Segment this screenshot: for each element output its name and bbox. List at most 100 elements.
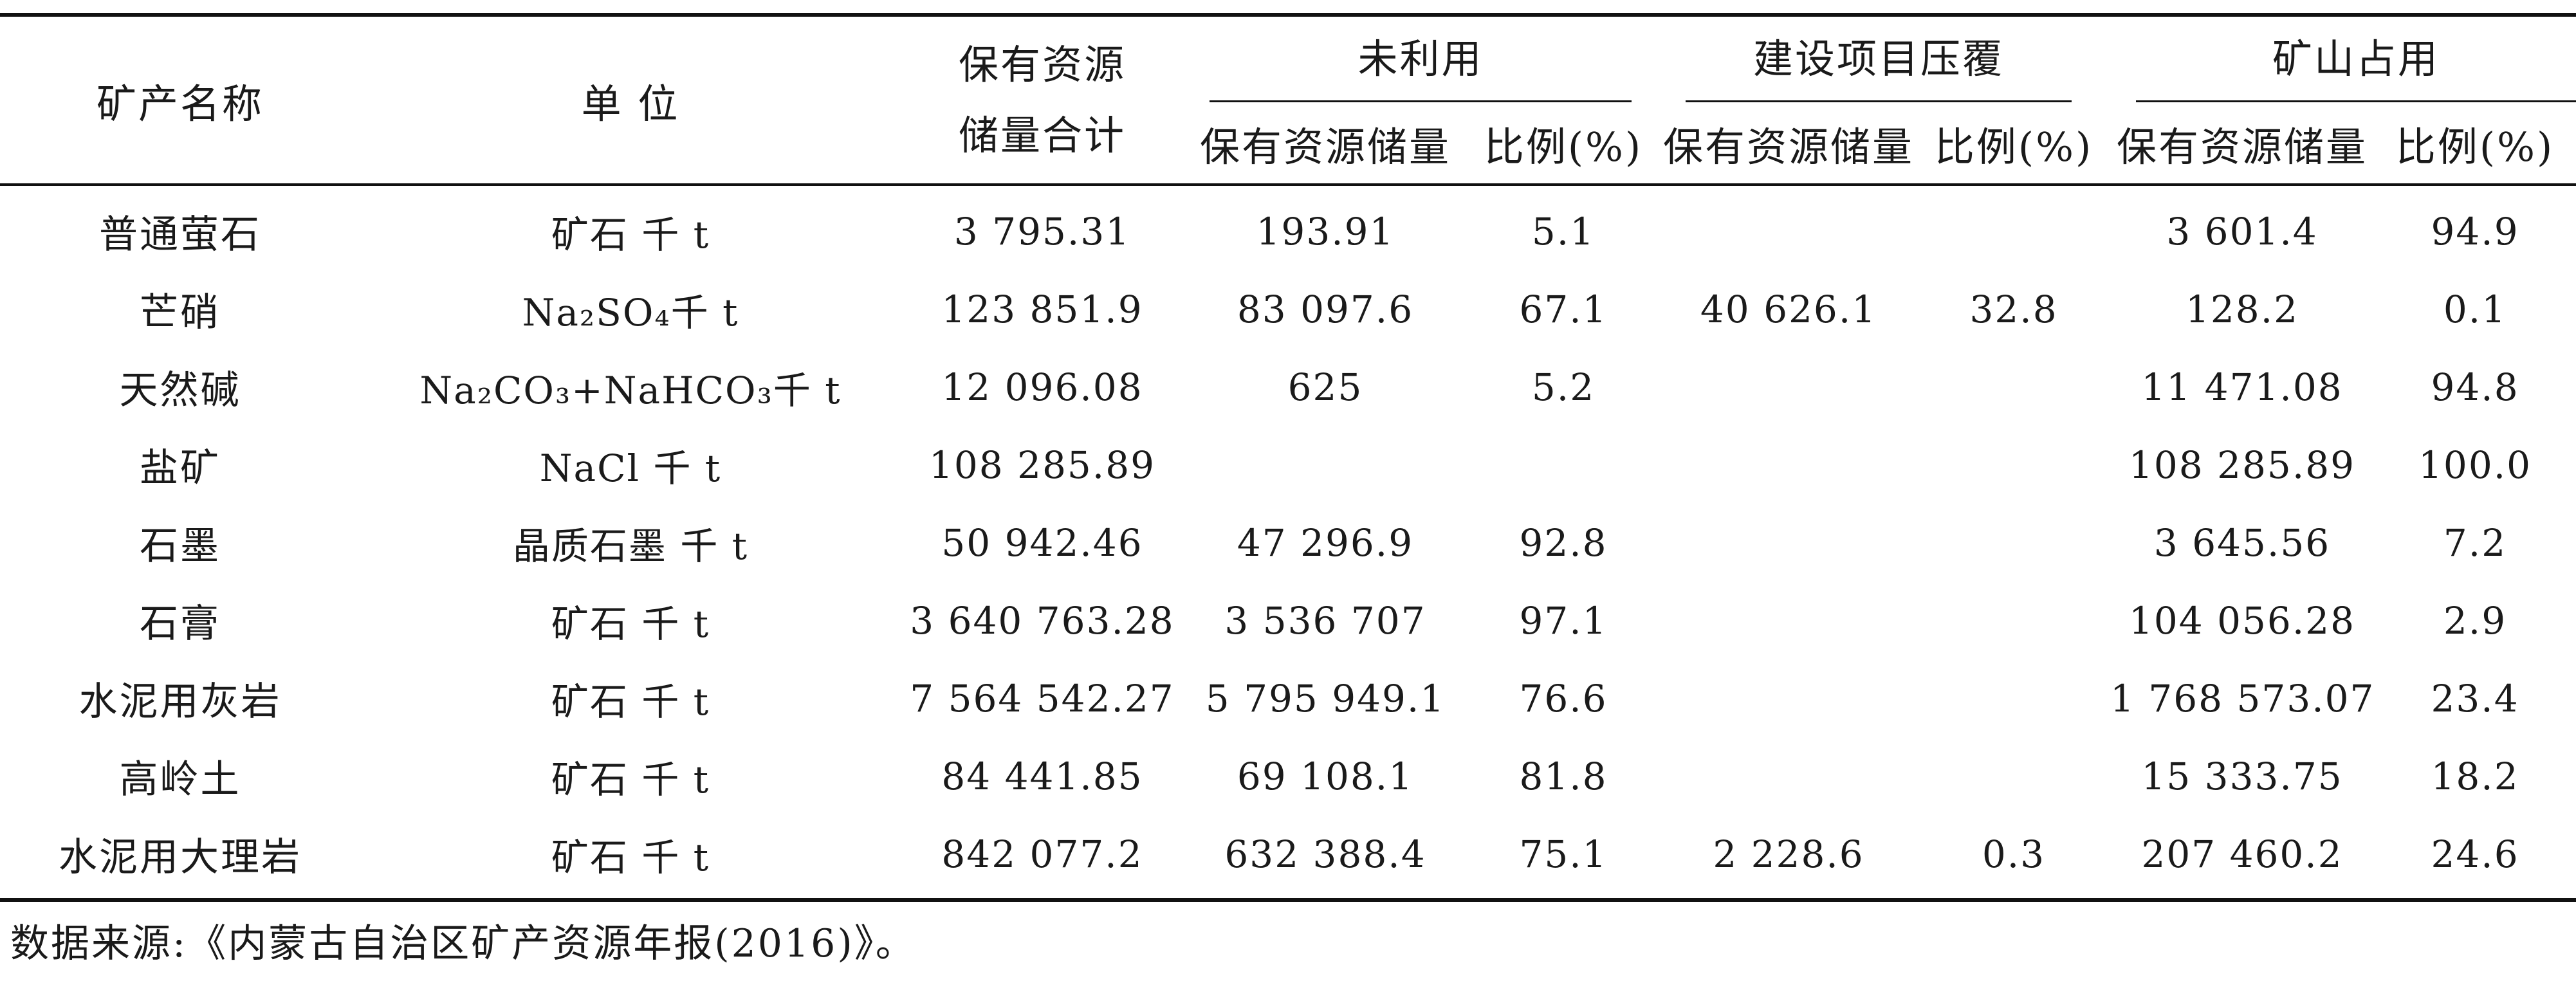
construction-reserve bbox=[1660, 348, 1917, 426]
construction-ratio: 0.3 bbox=[1917, 815, 2111, 902]
header-total-line2: 储量合计 bbox=[958, 111, 1126, 159]
total-reserve: 842 077.2 bbox=[901, 815, 1184, 902]
total-reserve: 3 795.31 bbox=[953, 209, 1131, 253]
table-row: 盐矿 NaCl 千 t 108 285.89 108 285.89 100.0 bbox=[0, 426, 2576, 504]
unused-ratio: 5.1 bbox=[1531, 209, 1596, 253]
mine-reserve: 11 471.08 bbox=[2141, 365, 2343, 409]
table-row: 石膏 矿石 千 t 3 640 763.28 3 536 707 97.1 10… bbox=[0, 582, 2576, 659]
unused-reserve: 83 097.6 bbox=[1237, 287, 1414, 331]
mine-reserve: 108 285.89 bbox=[2128, 443, 2356, 487]
unused-reserve: 193.91 bbox=[1256, 209, 1395, 253]
unit: NaCl 千 t bbox=[360, 426, 901, 504]
unused-reserve: 625 bbox=[1287, 365, 1363, 409]
construction-reserve bbox=[1660, 737, 1917, 815]
total-reserve: 12 096.08 bbox=[941, 365, 1143, 409]
unused-reserve: 47 296.9 bbox=[1237, 520, 1414, 565]
header-construction-reserve: 保有资源储量 bbox=[1660, 104, 1918, 186]
mineral-name: 天然碱 bbox=[119, 368, 241, 413]
header-group-construction-label: 建设项目压覆 bbox=[1686, 18, 2072, 102]
header-group-unused: 未利用 bbox=[1184, 13, 1661, 104]
header-unused-ratio: 比例(%) bbox=[1467, 104, 1661, 186]
mine-ratio: 23.4 bbox=[2431, 676, 2519, 720]
header-mineral-name: 矿产名称 bbox=[0, 13, 360, 186]
mine-ratio: 94.9 bbox=[2431, 209, 2519, 253]
total-reserve: 7 564 542.27 bbox=[910, 676, 1175, 720]
mineral-name: 石膏 bbox=[140, 601, 221, 646]
mine-ratio: 24.6 bbox=[2374, 815, 2576, 902]
table-row: 芒硝 Na₂SO₄千 t 123 851.9 83 097.6 67.1 40 … bbox=[0, 270, 2576, 348]
construction-reserve bbox=[1660, 185, 1917, 270]
unit-formula: Na₂SO₄ bbox=[522, 290, 671, 335]
unused-reserve: 69 108.1 bbox=[1237, 754, 1414, 798]
construction-reserve bbox=[1660, 659, 1917, 737]
construction-ratio: 32.8 bbox=[1969, 287, 2058, 331]
mineral-reserve-table: 矿产名称 单 位 保有资源 储量合计 未利用 建设项目压覆 矿山占用 保有资源储… bbox=[0, 13, 2576, 902]
construction-ratio bbox=[1917, 185, 2110, 270]
mine-reserve: 104 056.28 bbox=[2128, 598, 2356, 643]
table-row: 石墨 晶质石墨 千 t 50 942.46 47 296.9 92.8 3 64… bbox=[0, 504, 2576, 582]
construction-ratio bbox=[1917, 426, 2110, 504]
total-reserve: 84 441.85 bbox=[941, 754, 1143, 798]
header-total-line1: 保有资源 bbox=[958, 41, 1126, 88]
construction-ratio bbox=[1917, 737, 2110, 815]
unused-ratio: 81.8 bbox=[1519, 754, 1608, 798]
mine-reserve: 1 768 573.07 bbox=[2110, 676, 2375, 720]
header-group-mine-label: 矿山占用 bbox=[2136, 18, 2576, 102]
total-reserve: 3 640 763.28 bbox=[910, 598, 1175, 643]
table-row: 水泥用灰岩 矿石 千 t 7 564 542.27 5 795 949.1 76… bbox=[0, 659, 2576, 737]
mineral-name: 水泥用大理岩 bbox=[0, 815, 360, 902]
mine-reserve: 207 460.2 bbox=[2110, 815, 2375, 902]
table-row: 水泥用大理岩 矿石 千 t 842 077.2 632 388.4 75.1 2… bbox=[0, 815, 2576, 902]
unused-reserve: 632 388.4 bbox=[1184, 815, 1467, 902]
total-reserve: 123 851.9 bbox=[941, 287, 1143, 331]
mine-ratio: 18.2 bbox=[2431, 754, 2519, 798]
unit: 矿石 千 t bbox=[551, 601, 710, 646]
total-reserve: 108 285.89 bbox=[928, 443, 1156, 487]
unused-ratio: 5.2 bbox=[1531, 365, 1596, 409]
mineral-name: 水泥用灰岩 bbox=[78, 679, 282, 724]
construction-ratio bbox=[1917, 504, 2110, 582]
header-mine-reserve: 保有资源储量 bbox=[2110, 104, 2375, 186]
header-total-reserve: 保有资源 储量合计 bbox=[901, 13, 1184, 186]
mine-reserve: 3 601.4 bbox=[2166, 209, 2318, 253]
table-row: 高岭土 矿石 千 t 84 441.85 69 108.1 81.8 15 33… bbox=[0, 737, 2576, 815]
mineral-name: 盐矿 bbox=[140, 446, 221, 491]
unit: Na₂CO₃+NaHCO₃千 t bbox=[360, 348, 901, 426]
construction-reserve: 2 228.6 bbox=[1660, 815, 1918, 902]
header-group-construction: 建设项目压覆 bbox=[1660, 13, 2111, 104]
mineral-name: 普通萤石 bbox=[99, 212, 261, 257]
unit: 晶质石墨 千 t bbox=[512, 524, 749, 568]
header-construction-ratio: 比例(%) bbox=[1917, 104, 2111, 186]
header-group-mine: 矿山占用 bbox=[2110, 13, 2576, 104]
header-unused-reserve: 保有资源储量 bbox=[1184, 104, 1467, 186]
unit: 矿石 千 t bbox=[360, 815, 901, 902]
unused-ratio bbox=[1467, 426, 1660, 504]
construction-ratio bbox=[1917, 348, 2110, 426]
table-header: 矿产名称 单 位 保有资源 储量合计 未利用 建设项目压覆 矿山占用 保有资源储… bbox=[0, 13, 2576, 186]
mineral-name: 芒硝 bbox=[140, 290, 221, 335]
table-row: 普通萤石 矿石 千 t 3 795.31 193.91 5.1 3 601.4 … bbox=[0, 185, 2576, 270]
mineral-name: 高岭土 bbox=[119, 757, 241, 802]
unit: 矿石 千 t bbox=[551, 757, 710, 802]
unused-ratio: 75.1 bbox=[1467, 815, 1661, 902]
header-mine-ratio: 比例(%) bbox=[2374, 104, 2576, 186]
construction-ratio bbox=[1917, 582, 2110, 659]
unit-label: 千 t bbox=[670, 290, 739, 335]
unused-ratio: 92.8 bbox=[1519, 520, 1608, 565]
unit-formula: Na₂CO₃+NaHCO₃ bbox=[419, 368, 773, 412]
mine-reserve: 3 645.56 bbox=[2153, 520, 2331, 565]
total-reserve: 50 942.46 bbox=[941, 520, 1143, 565]
mine-ratio: 94.8 bbox=[2431, 365, 2519, 409]
header-unit: 单 位 bbox=[360, 13, 901, 186]
mine-ratio: 7.2 bbox=[2443, 520, 2507, 565]
mine-reserve: 128.2 bbox=[2185, 287, 2299, 331]
construction-ratio bbox=[1917, 659, 2110, 737]
unit: 矿石 千 t bbox=[551, 212, 710, 257]
mine-reserve: 15 333.75 bbox=[2141, 754, 2343, 798]
construction-reserve bbox=[1660, 426, 1917, 504]
mineral-name: 石墨 bbox=[140, 524, 221, 569]
unused-ratio: 67.1 bbox=[1519, 287, 1608, 331]
mine-ratio: 0.1 bbox=[2443, 287, 2507, 331]
header-group-unused-label: 未利用 bbox=[1210, 18, 1632, 102]
unused-reserve bbox=[1184, 426, 1467, 504]
